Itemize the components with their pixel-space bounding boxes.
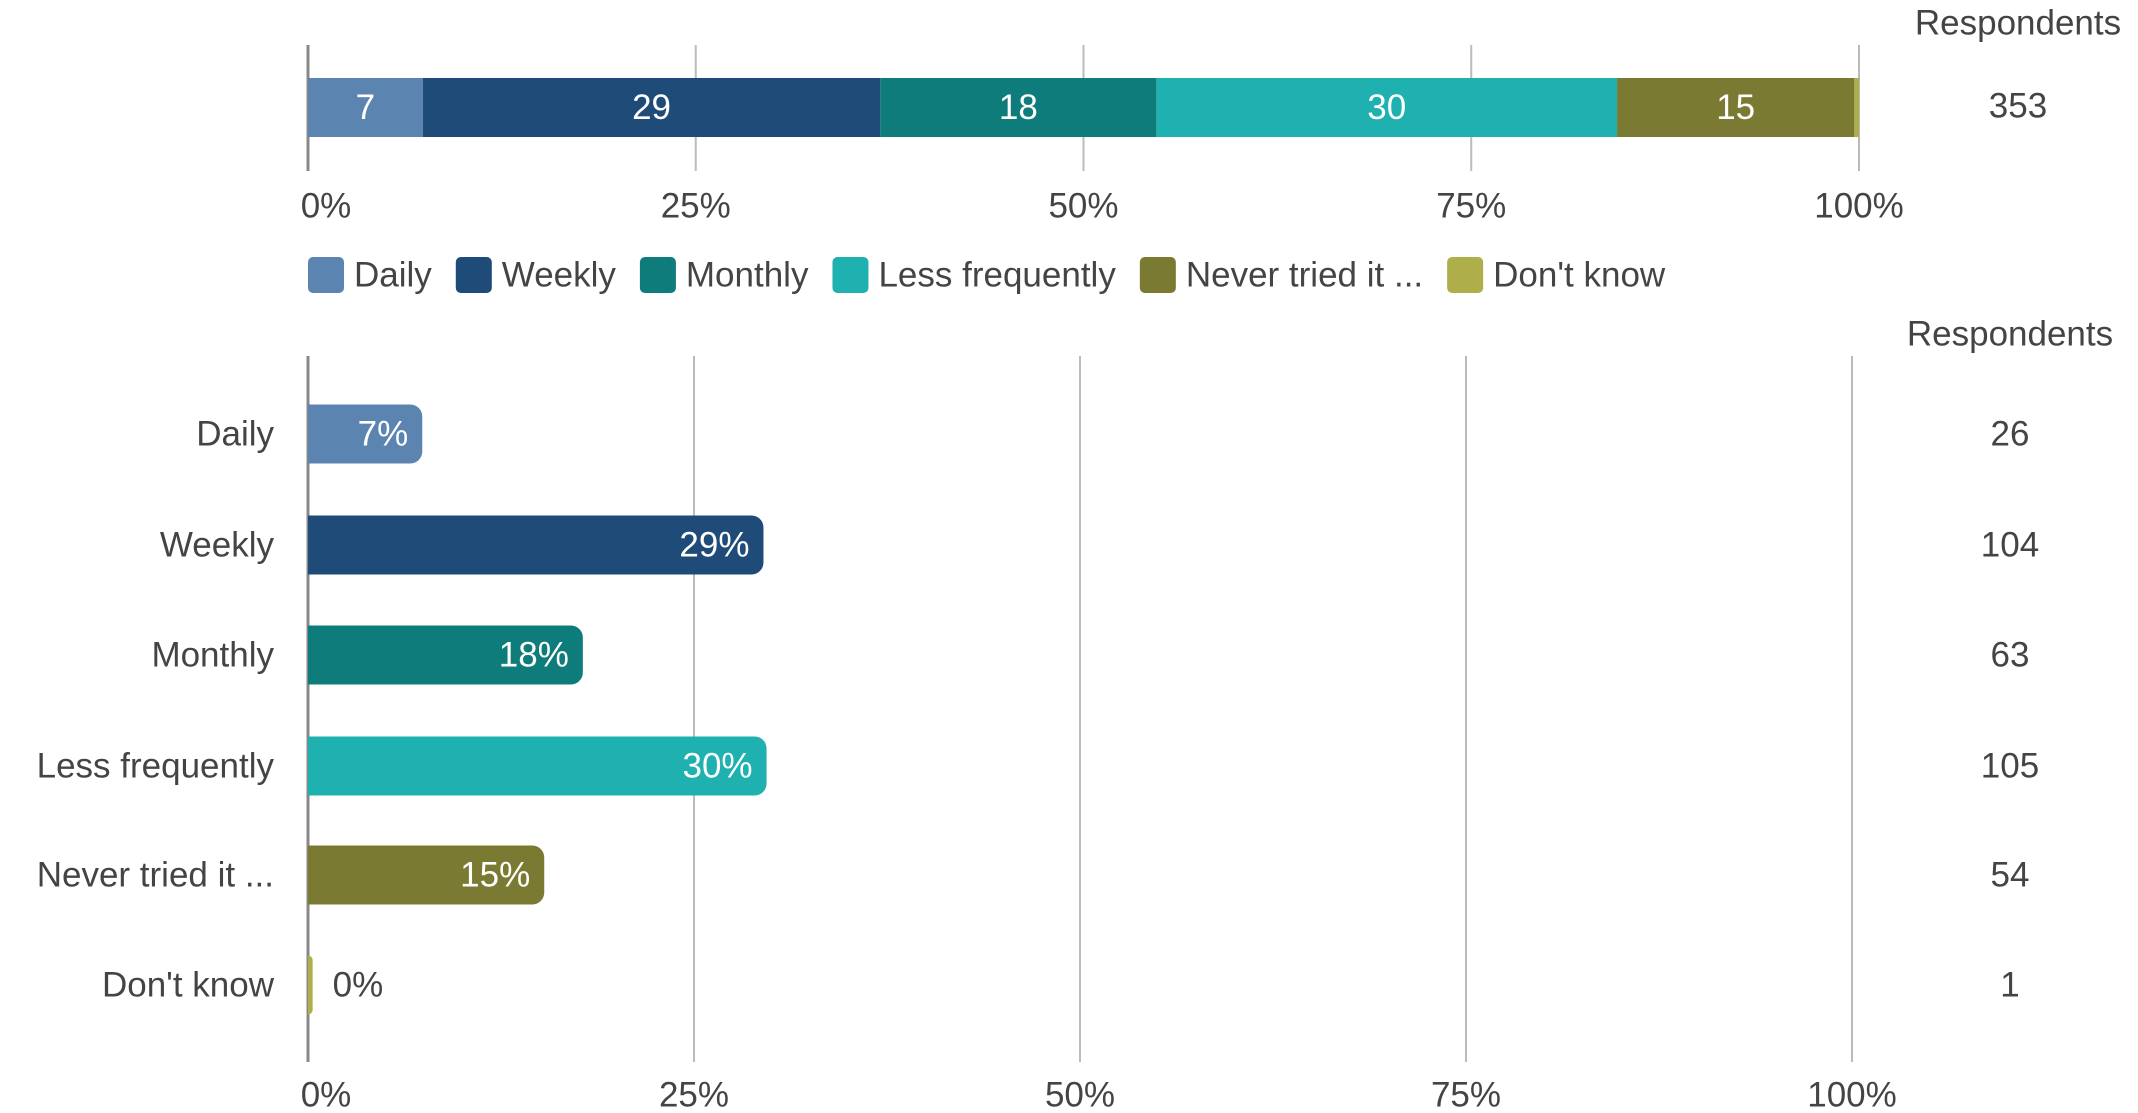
bar-segment <box>308 78 423 137</box>
category-label: Daily <box>196 414 274 453</box>
respondents-count: 54 <box>1991 855 2030 894</box>
category-label: Never tried it ... <box>37 855 274 894</box>
legend-label: Weekly <box>502 255 617 294</box>
respondents-count: 353 <box>1989 86 2047 125</box>
bar <box>308 736 767 796</box>
value-label: 29 <box>632 88 671 127</box>
bar-segment <box>1617 78 1855 137</box>
legend-swatch <box>1139 257 1176 293</box>
legend-swatch <box>639 257 676 293</box>
respondents-count: 26 <box>1991 414 2030 453</box>
x-tick-label: 100% <box>1814 186 1904 225</box>
bar-segment <box>422 78 881 137</box>
category-label: Monthly <box>151 635 274 674</box>
value-label: 7 <box>356 88 375 127</box>
x-tick-label: 25% <box>659 1075 729 1113</box>
bar <box>308 404 423 464</box>
x-tick-label: 0% <box>301 1075 352 1113</box>
respondents-header: Respondents <box>1907 314 2113 353</box>
legend-label: Never tried it ... <box>1186 255 1423 294</box>
x-tick-label: 0% <box>301 186 352 225</box>
respondents-count: 1 <box>2000 965 2019 1004</box>
bar-segment <box>1156 78 1618 137</box>
value-label: 18 <box>999 88 1038 127</box>
legend-label: Less frequently <box>878 255 1116 294</box>
legend-swatch <box>832 257 869 293</box>
value-label: 15% <box>460 855 530 894</box>
legend-label: Daily <box>354 255 432 294</box>
bar-segment <box>880 78 1157 137</box>
bar <box>308 845 545 905</box>
value-label: 29% <box>679 525 749 564</box>
bar <box>308 625 583 685</box>
value-label: 15 <box>1716 88 1755 127</box>
bar <box>308 515 764 575</box>
x-tick-label: 75% <box>1431 1075 1501 1113</box>
legend-swatch <box>1447 257 1484 293</box>
bar <box>308 955 313 1015</box>
legend-label: Monthly <box>686 255 809 294</box>
category-label: Don't know <box>102 965 275 1004</box>
value-label: 0% <box>333 965 384 1004</box>
legend-label: Don't know <box>1493 255 1666 294</box>
x-tick-label: 50% <box>1045 1075 1115 1113</box>
x-tick-label: 100% <box>1807 1075 1897 1113</box>
x-tick-label: 25% <box>661 186 731 225</box>
bar-segment <box>1854 78 1859 137</box>
value-label: 7% <box>358 414 409 453</box>
value-label: 30% <box>683 746 753 785</box>
respondents-header: Respondents <box>1915 3 2121 42</box>
legend-swatch <box>455 257 492 293</box>
category-label: Less frequently <box>37 746 275 785</box>
x-tick-label: 75% <box>1436 186 1506 225</box>
value-label: 18% <box>499 635 569 674</box>
respondents-count: 104 <box>1981 525 2039 564</box>
x-tick-label: 50% <box>1048 186 1118 225</box>
respondents-count: 63 <box>1991 635 2030 674</box>
respondents-count: 105 <box>1981 746 2039 785</box>
value-label: 30 <box>1367 88 1406 127</box>
legend-swatch <box>308 257 344 293</box>
category-label: Weekly <box>160 525 275 564</box>
